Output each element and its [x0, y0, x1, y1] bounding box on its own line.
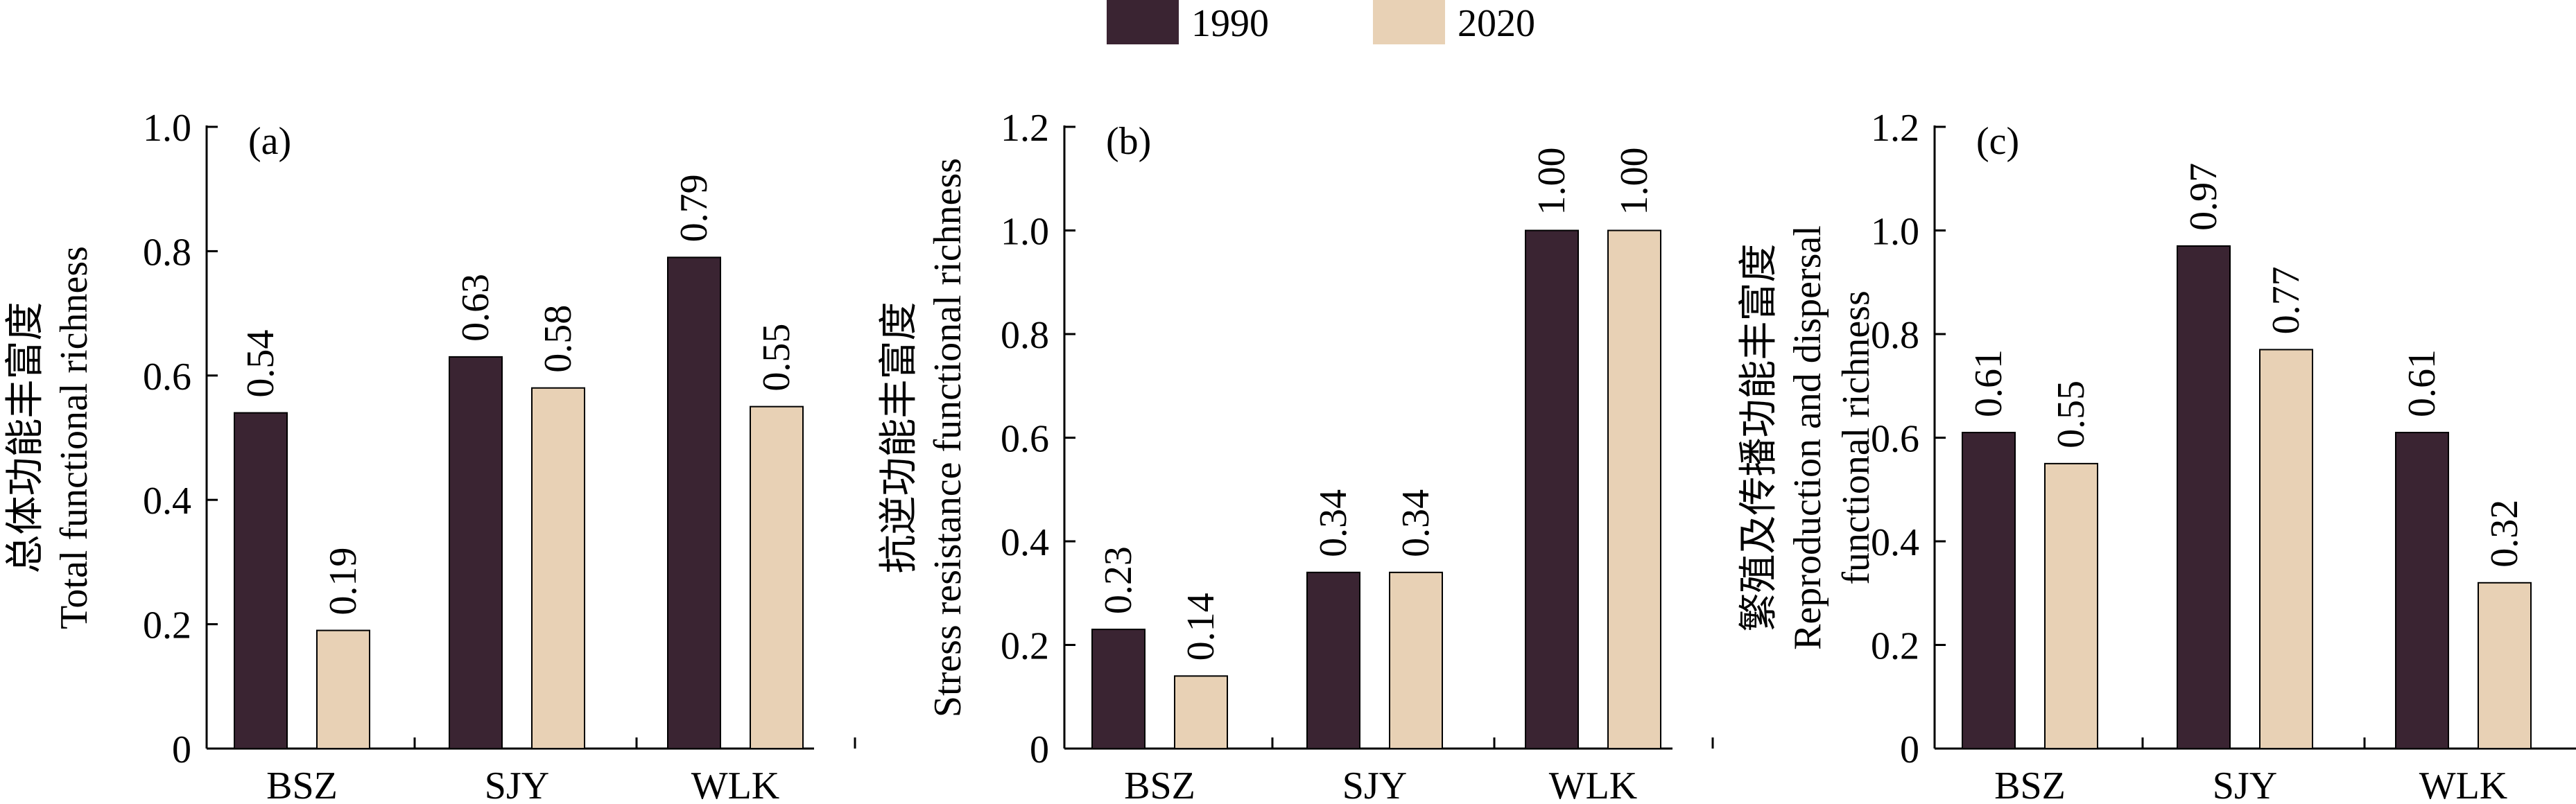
y-tick-label: 0.2 — [1001, 625, 1049, 668]
bar — [316, 629, 370, 749]
x-tick-label: WLK — [691, 764, 780, 804]
y-tick-label: 1.0 — [1001, 211, 1049, 254]
data-label: 0.19 — [322, 548, 365, 615]
data-label: 1.00 — [1530, 148, 1573, 216]
x-tick-label: SJY — [485, 764, 549, 804]
bar — [1306, 571, 1360, 749]
legend-swatch-2020 — [1373, 0, 1445, 44]
bar — [750, 405, 804, 750]
data-label: 0.63 — [454, 274, 497, 342]
data-label: 0.34 — [1312, 489, 1355, 557]
bar — [1174, 675, 1228, 749]
data-label: 0.55 — [755, 324, 798, 392]
y-tick-label: 0.8 — [1001, 314, 1049, 357]
panel-c: 0 0.2 0.4 0.6 0.8 1.0 1.2 (c) 繁殖及传播功能丰富度 Reproduc… — [1738, 107, 2576, 804]
data-label: 0.79 — [673, 174, 716, 242]
bar — [1389, 571, 1443, 749]
bar — [1525, 229, 1579, 749]
x-tick-label: BSZ — [1994, 764, 2066, 804]
data-label: 0.23 — [1097, 546, 1140, 614]
panel-label: (c) — [1976, 120, 2019, 163]
data-label: 0.97 — [2182, 163, 2225, 231]
x-tick-label: BSZ — [266, 764, 338, 804]
data-label: 0.32 — [2483, 500, 2526, 568]
data-label: 0.55 — [2050, 381, 2093, 448]
bar — [1091, 629, 1146, 750]
data-label: 0.77 — [2265, 266, 2308, 334]
bar — [531, 387, 585, 749]
y-tick-label: 0 — [1900, 728, 1919, 771]
legend-label-1990: 1990 — [1191, 2, 1269, 45]
x-tick-label: BSZ — [1124, 764, 1195, 804]
legend: 1990 2020 — [1107, 0, 1535, 45]
panel-a: 0 0.2 0.4 0.6 0.8 1.0 (a) 总体功能丰富度 Total function… — [4, 107, 856, 804]
y-axis-title: Stress resistance functional richness — [926, 158, 969, 717]
y-tick-label: 0.6 — [143, 356, 191, 399]
panel-label: (a) — [248, 120, 291, 163]
x-tick-label: SJY — [1342, 764, 1407, 804]
data-label: 0.61 — [1967, 349, 2010, 417]
y-axis-title: 总体功能丰富度 — [4, 302, 47, 574]
panel-label: (b) — [1106, 120, 1151, 163]
y-tick-label: 1.0 — [143, 107, 191, 150]
y-tick-label: 0.4 — [143, 480, 191, 523]
bar — [449, 356, 503, 749]
bar — [2395, 432, 2449, 750]
data-label: 0.58 — [537, 305, 580, 373]
y-tick-label: 0.4 — [1001, 521, 1049, 564]
y-axis-title: 抗逆功能丰富度 — [878, 302, 921, 574]
y-tick-label: 1.2 — [1871, 107, 1919, 150]
data-label: 0.54 — [239, 330, 282, 398]
bar — [667, 256, 721, 749]
x-tick-label: WLK — [2419, 764, 2508, 804]
bar — [2044, 462, 2098, 749]
y-tick-label: 1.0 — [1871, 211, 1919, 254]
y-axis-title: Reproduction and dispersal — [1786, 225, 1829, 650]
data-label: 1.00 — [1613, 148, 1656, 216]
y-axis-title: functional richness — [1835, 290, 1878, 585]
data-label: 0.14 — [1179, 593, 1222, 661]
y-tick-label: 0.8 — [1871, 314, 1919, 357]
y-tick-label: 0.2 — [1871, 625, 1919, 668]
y-axis-title: Total functional richness — [53, 246, 96, 629]
y-tick-label: 1.2 — [1001, 107, 1049, 150]
bar — [1607, 229, 1661, 749]
bar — [234, 412, 288, 749]
y-tick-label: 0.8 — [143, 231, 191, 274]
y-tick-label: 0.2 — [143, 604, 191, 647]
y-tick-label: 0 — [172, 728, 191, 771]
y-tick-label: 0.6 — [1001, 418, 1049, 461]
panel-b: 0 0.2 0.4 0.6 0.8 1.0 1.2 (b) 抗逆功能丰富度 Stress resi… — [878, 107, 1714, 804]
y-tick-label: 0.4 — [1871, 521, 1919, 564]
legend-swatch-1990 — [1107, 0, 1179, 44]
bar — [2478, 582, 2532, 749]
bar — [2177, 245, 2231, 749]
data-label: 0.61 — [2401, 349, 2444, 417]
x-tick-label: WLK — [1549, 764, 1638, 804]
data-label: 0.34 — [1394, 489, 1437, 557]
legend-label-2020: 2020 — [1458, 2, 1535, 45]
x-tick-label: SJY — [2213, 764, 2277, 804]
y-tick-label: 0.6 — [1871, 418, 1919, 461]
y-tick-label: 0 — [1030, 728, 1049, 771]
bar — [1962, 432, 2016, 750]
bar — [2259, 349, 2313, 749]
y-axis-title: 繁殖及传播功能丰富度 — [1738, 244, 1781, 632]
